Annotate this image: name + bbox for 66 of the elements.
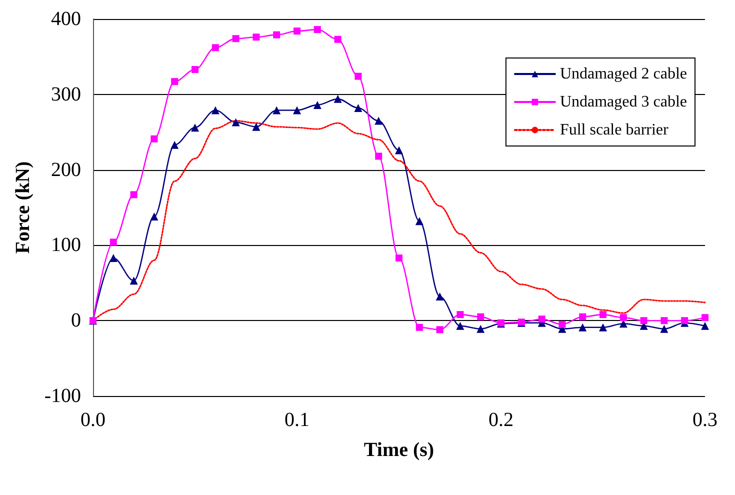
- y-tick-label: 400: [51, 8, 81, 30]
- point: [578, 323, 587, 332]
- point: [620, 314, 627, 322]
- point: [396, 254, 402, 262]
- point: [538, 316, 546, 323]
- point: [170, 140, 179, 149]
- point: [130, 276, 138, 285]
- x-tick-label: 0.0: [80, 409, 106, 431]
- point: [211, 106, 220, 114]
- point: [192, 66, 198, 74]
- point: [476, 324, 485, 333]
- point: [314, 26, 321, 34]
- point: [232, 118, 240, 126]
- point: [579, 313, 586, 320]
- y-tick-label: 0: [71, 310, 81, 332]
- point: [272, 106, 281, 114]
- point: [600, 311, 606, 318]
- point: [660, 324, 668, 333]
- point: [130, 191, 138, 198]
- point: [416, 324, 423, 331]
- y-tick-label: -100: [44, 385, 81, 407]
- legend-label: Undamaged 2 cable: [560, 66, 688, 82]
- y-tick-label: 200: [51, 158, 81, 181]
- point: [477, 313, 484, 320]
- point: [273, 31, 280, 38]
- point: [150, 212, 158, 221]
- point: [436, 326, 444, 334]
- point: [660, 317, 668, 324]
- point: [702, 314, 708, 322]
- point: [640, 317, 648, 324]
- point: [354, 104, 362, 112]
- y-axis-title: Force (kN): [12, 161, 34, 254]
- point: [171, 78, 178, 86]
- legend-label: Full scale barrier: [560, 122, 670, 138]
- point: [293, 106, 301, 114]
- point: [110, 238, 117, 246]
- x-axis-title: Time (s): [364, 439, 434, 461]
- point: [701, 322, 709, 330]
- legend-label: Undamaged 3 cable: [560, 94, 688, 110]
- point: [374, 116, 383, 125]
- x-tick-label: 0.2: [488, 409, 514, 431]
- point: [252, 34, 260, 41]
- point: [109, 254, 118, 262]
- point: [212, 44, 219, 52]
- x-tick-label: 0.1: [284, 409, 310, 431]
- point: [334, 36, 342, 43]
- point: [252, 122, 260, 131]
- point: [456, 322, 464, 330]
- point: [150, 135, 158, 142]
- point: [294, 28, 300, 35]
- y-tick-label: 100: [51, 234, 81, 256]
- y-tick-label: 300: [51, 83, 81, 106]
- point: [415, 217, 424, 226]
- point: [375, 152, 382, 160]
- point: [599, 323, 607, 332]
- point: [436, 292, 444, 300]
- point: [191, 124, 199, 132]
- point: [313, 100, 322, 109]
- point: [395, 146, 403, 154]
- point: [232, 35, 240, 42]
- x-tick-label: 0.3: [692, 409, 718, 431]
- point: [456, 311, 464, 318]
- point: [334, 94, 342, 103]
- point: [681, 317, 688, 324]
- point: [354, 72, 362, 80]
- point: [558, 320, 566, 328]
